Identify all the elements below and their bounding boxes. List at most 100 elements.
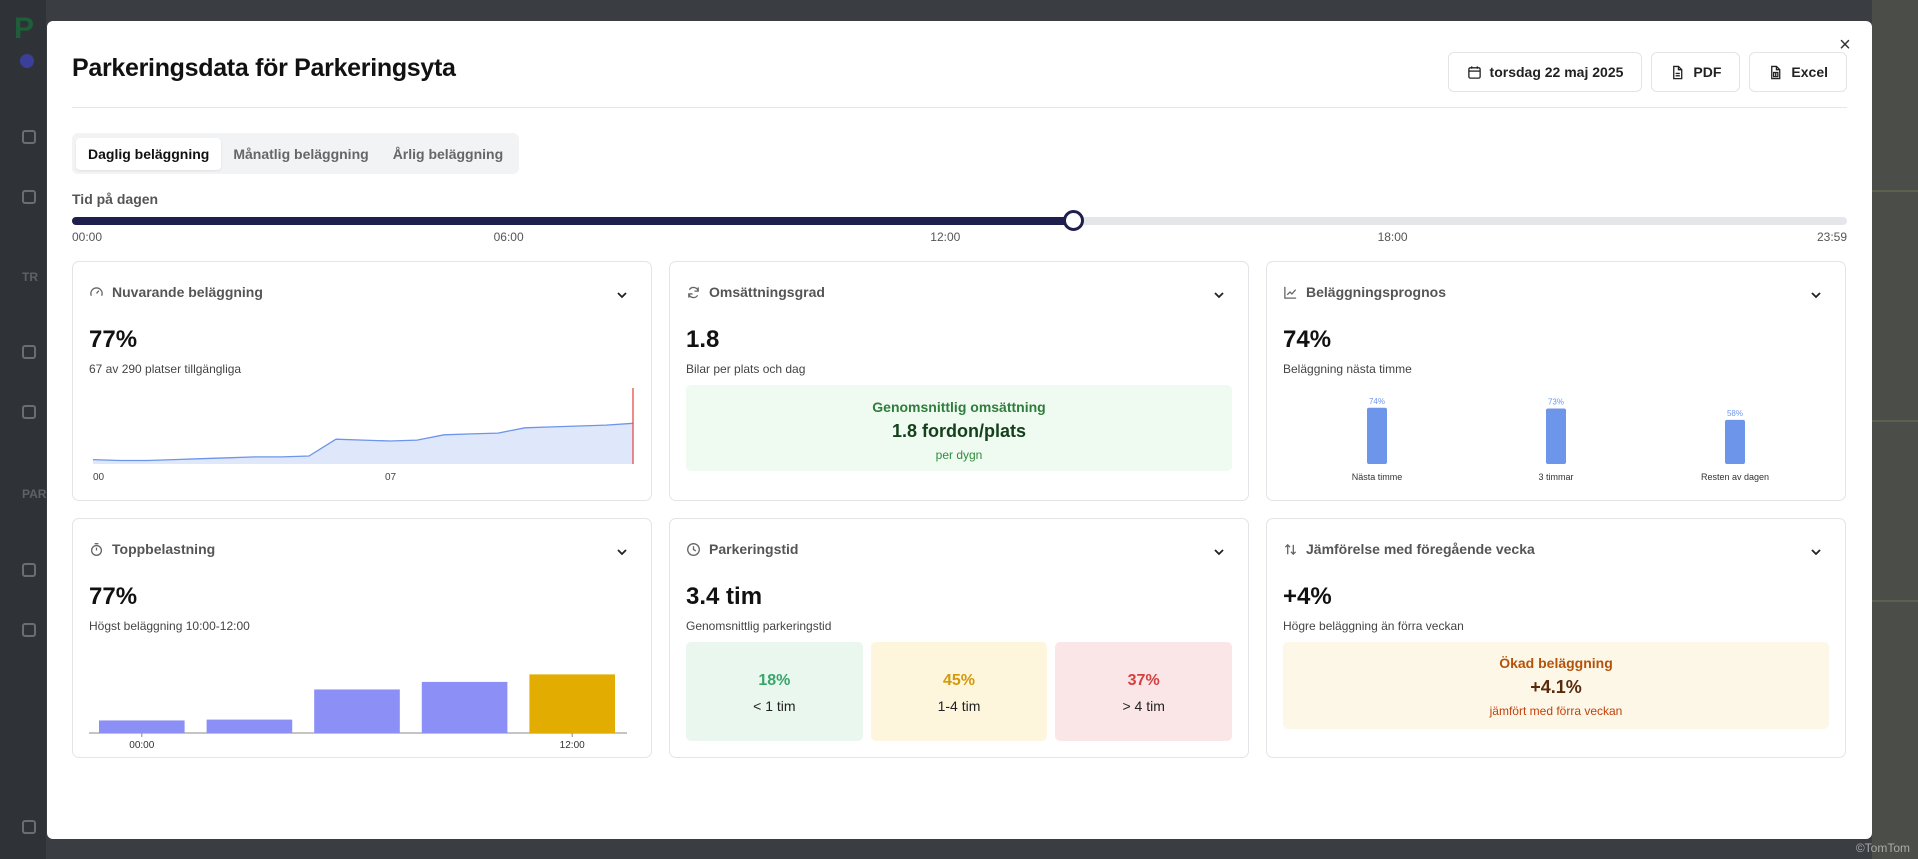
occupancy-tabs: Daglig beläggning Månatlig beläggning År… (72, 133, 520, 174)
forecast-bar-label: 74% (1369, 397, 1385, 406)
background-car-icon (22, 563, 36, 577)
peak-bar (314, 689, 400, 733)
week-comparison-card: Jämförelse med föregående vecka +4% Högr… (1266, 518, 1846, 758)
clock-icon (687, 542, 700, 556)
line-chart-icon (1284, 286, 1297, 299)
forecast-category-label: 3 timmar (1538, 472, 1573, 482)
x-tick-label: 00:00 (129, 740, 154, 749)
stats-grid: Nuvarande beläggning 77% 67 av 290 plats… (72, 261, 1847, 758)
background-road (1872, 600, 1918, 602)
card-title: Omsättningsgrad (709, 284, 825, 300)
duration-bucket-percent: 45% (942, 672, 976, 689)
duration-bucket: 45% 1-4 tim (870, 642, 1048, 741)
slider-tick: 00:00 (72, 230, 103, 244)
chevron-down-icon[interactable] (615, 288, 629, 302)
time-slider[interactable] (72, 210, 1847, 231)
background-nav-icon (22, 345, 36, 359)
header-actions: torsdag 22 maj 2025 PDF Excel (1447, 52, 1847, 92)
parking-duration-card: Parkeringstid 3.4 tim Genomsnittlig park… (669, 518, 1249, 758)
date-picker-button[interactable]: torsdag 22 maj 2025 (1447, 52, 1643, 92)
turnover-card: Omsättningsgrad 1.8 Bilar per plats och … (669, 261, 1249, 501)
slider-tick: 06:00 (493, 230, 524, 244)
chevron-down-icon[interactable] (615, 545, 629, 559)
tab-yearly[interactable]: Årlig beläggning (392, 145, 504, 162)
duration-bucket: 37% > 4 tim (1055, 642, 1233, 741)
background-status-dot (20, 54, 34, 68)
card-header: Parkeringstid (686, 541, 798, 557)
background-building-icon (22, 190, 36, 204)
sort-arrows-icon (1284, 543, 1297, 555)
comparison-sub: Högre beläggning än förra veckan (1283, 619, 1464, 633)
tab-daily[interactable]: Daglig beläggning (76, 137, 222, 170)
time-slider-fill (72, 217, 1074, 225)
peak-load-card: Toppbelastning 77% Högst beläggning 10:0… (72, 518, 652, 758)
duration-sub: Genomsnittlig parkeringstid (686, 619, 832, 633)
peak-bar-chart: 00:00 12:00 (89, 674, 627, 749)
peak-bar (206, 719, 293, 733)
slider-tick: 23:59 (1816, 230, 1847, 244)
chevron-down-icon[interactable] (1212, 545, 1226, 559)
forecast-value: 74% (1283, 326, 1332, 353)
background-sidebar: P TR PAR (0, 0, 46, 859)
turnover-value: 1.8 (686, 326, 720, 353)
peak-sub: Högst beläggning 10:00-12:00 (89, 619, 250, 633)
chevron-down-icon[interactable] (1809, 545, 1823, 559)
slider-tick: 12:00 (930, 230, 961, 244)
card-title: Parkeringstid (709, 541, 799, 557)
refresh-icon (688, 286, 699, 298)
chevron-down-icon[interactable] (1212, 288, 1226, 302)
forecast-category-label: Nästa timme (1352, 472, 1403, 482)
comparison-value: +4% (1283, 583, 1332, 610)
forecast-card: Beläggningsprognos 74% Beläggning nästa … (1266, 261, 1846, 501)
gauge-icon (90, 286, 103, 296)
duration-bucket: 18% < 1 tim (686, 642, 863, 741)
card-title: Beläggningsprognos (1306, 284, 1446, 300)
x-tick-label: 00 (93, 472, 105, 483)
background-logout-icon (22, 820, 36, 834)
background-swap-icon (22, 623, 36, 637)
duration-bucket-label: 1-4 tim (937, 698, 981, 714)
x-tick-label: 07 (385, 472, 397, 483)
excel-export-button[interactable]: Excel (1749, 52, 1847, 92)
increased-occupancy-value: +4.1% (1530, 677, 1582, 697)
average-turnover-value: 1.8 fordon/plats (891, 421, 1026, 441)
current-occupancy-card: Nuvarande beläggning 77% 67 av 290 plats… (72, 261, 652, 501)
average-turnover-box: Genomsnittlig omsättning 1.8 fordon/plat… (686, 385, 1232, 471)
x-tick-label: 12:00 (560, 740, 585, 749)
header-divider (72, 107, 1847, 108)
close-icon[interactable]: × (1839, 34, 1851, 56)
background-section-label: PAR (22, 487, 47, 501)
duration-bucket-percent: 18% (758, 672, 791, 689)
increased-occupancy-box: Ökad beläggning +4.1% jämfört med förra … (1283, 642, 1829, 729)
peak-bar (529, 674, 615, 733)
background-logo: P (14, 12, 36, 45)
background-road (1872, 190, 1918, 192)
forecast-bar (1367, 407, 1387, 464)
timer-icon (90, 542, 103, 556)
excel-label: Excel (1791, 64, 1828, 80)
time-slider-handle[interactable] (1063, 210, 1085, 231)
card-header: Omsättningsgrad (686, 284, 825, 300)
duration-value: 3.4 tim (686, 583, 763, 610)
forecast-category-label: Resten av dagen (1701, 472, 1769, 482)
pdf-export-button[interactable]: PDF (1651, 52, 1741, 92)
forecast-bar-label: 58% (1727, 409, 1743, 418)
current-occupancy-sub: 67 av 290 platser tillgängliga (89, 362, 242, 376)
average-turnover-title: Genomsnittlig omsättning (872, 399, 1046, 415)
turnover-sub: Bilar per plats och dag (686, 362, 806, 376)
duration-bucket-label: > 4 tim (1122, 698, 1165, 714)
forecast-bar-chart: 74% Nästa timme 73% 3 timmar 58% Resten av da… (1352, 397, 1769, 482)
duration-bucket-percent: 37% (1127, 672, 1160, 689)
map-credit: ©TomTom (1855, 841, 1910, 855)
card-header: Beläggningsprognos (1283, 284, 1446, 300)
chevron-down-icon[interactable] (1809, 288, 1823, 302)
area-fill (93, 423, 633, 464)
occupancy-area-chart: 00 07 (92, 388, 634, 483)
forecast-bar (1725, 419, 1745, 464)
tab-monthly[interactable]: Månatlig beläggning (233, 145, 369, 162)
background-section-label: TR (22, 270, 38, 284)
file-icon (1673, 65, 1683, 79)
card-header: Toppbelastning (89, 541, 215, 557)
modal-title: Parkeringsdata för Parkeringsyta (72, 54, 456, 82)
area-series-line (92, 422, 634, 462)
